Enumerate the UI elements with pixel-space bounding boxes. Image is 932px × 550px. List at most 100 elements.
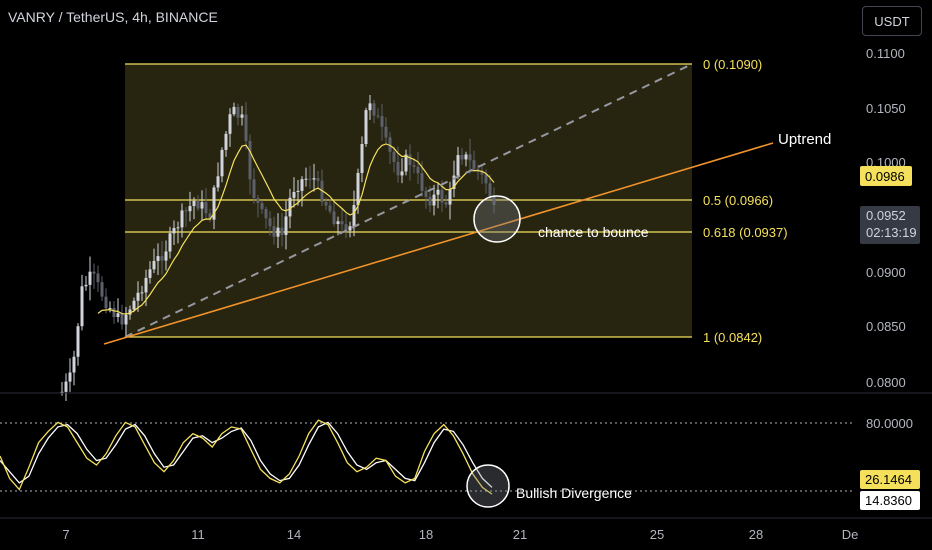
candle-body [356,172,360,206]
candle-body [172,228,176,234]
candle-body [204,202,208,214]
candle-body [304,178,308,180]
candle-body [192,200,196,207]
candle-body [480,171,484,175]
candle-body [340,221,344,225]
candle-body [388,137,392,152]
candle-body [176,227,180,229]
candle-body [168,233,172,252]
candle-body [456,155,460,176]
candle-body [132,300,136,310]
candle-body [336,221,340,225]
fib-label-0: 0 (0.1090) [703,57,762,72]
candle-body [96,273,100,283]
last-price: 0.0952 [866,208,906,223]
candle-body [220,149,224,177]
candle-body [148,269,152,278]
candle-body [488,183,492,197]
candle-body [372,103,376,116]
divergence-label: Bullish Divergence [516,485,632,501]
candle-body [380,116,384,127]
osc-tick-80: 80.0000 [866,416,913,431]
currency-button[interactable]: USDT [862,6,922,36]
candle-body [464,154,468,160]
x-tick: 28 [749,527,763,542]
candle-body [412,165,416,167]
candle-body [216,176,220,188]
high-price-tag: 0.0986 [860,166,912,186]
candle-body [136,292,140,301]
divergence-circle [466,464,510,508]
candle-body [360,144,364,173]
candle-body [60,391,64,393]
candle-body [448,188,452,205]
x-tick: De [842,527,859,542]
ema-polyline [97,143,495,315]
candle-body [156,256,160,261]
y-tick: 0.0900 [866,265,906,280]
candle-body [88,271,92,285]
candle-body [104,296,108,309]
candle-body [100,282,104,297]
candle-body [352,205,356,227]
x-tick: 21 [513,527,527,542]
candle-body [144,277,148,293]
candle-body [240,114,244,118]
osc-value-d: 14.8360 [860,491,920,510]
y-tick: 0.0800 [866,375,906,390]
candle-body [164,251,168,261]
x-tick: 14 [287,527,301,542]
candle-body [124,314,128,325]
candle-body [128,309,132,315]
candle-body [272,226,276,237]
candle-body [116,313,120,318]
candle-body [400,171,404,176]
last-price-tag: 0.0952 02:13:19 [860,206,920,244]
candle-body [260,203,264,210]
candle-body [440,189,444,203]
candle-body [228,114,232,134]
candle-body [284,216,288,235]
candle-body [160,256,164,261]
candle-body [468,154,472,161]
stoch-d-line [0,421,493,488]
candle-body [420,173,424,191]
candle-body [308,178,312,180]
x-tick: 7 [62,527,69,542]
x-tick: 11 [191,527,205,542]
candle-body [312,178,316,180]
ema-line [97,143,495,315]
candle-body [232,106,236,115]
candle-body [84,284,88,287]
candle-body [344,224,348,231]
stoch-rsi [0,419,493,495]
candle-body [316,178,320,181]
y-tick: 0.1100 [866,46,905,61]
candle-body [276,227,280,237]
candle-body [76,326,80,357]
candle-body [368,103,372,111]
bounce-circle [473,195,521,243]
candle-body [268,218,272,227]
candle-body [140,292,144,294]
candle-body [244,114,248,142]
fib-label-1: 1 (0.0842) [703,330,762,345]
fib-label-05: 0.5 (0.0966) [703,193,773,208]
candle-body [68,372,72,382]
candle-body [492,196,496,206]
y-tick: 0.1050 [866,101,906,116]
candle-body [424,190,428,197]
candle-body [236,106,240,118]
candle-body [484,174,488,184]
candle-body [108,307,112,309]
candle-body [348,226,352,231]
candle-body [392,151,396,162]
candle-body [188,206,192,212]
candle-body [432,194,436,206]
candle-body [196,200,200,209]
candle-body [152,260,156,270]
candle-body [120,313,124,325]
candle-body [256,198,260,204]
candle-body [452,175,456,189]
